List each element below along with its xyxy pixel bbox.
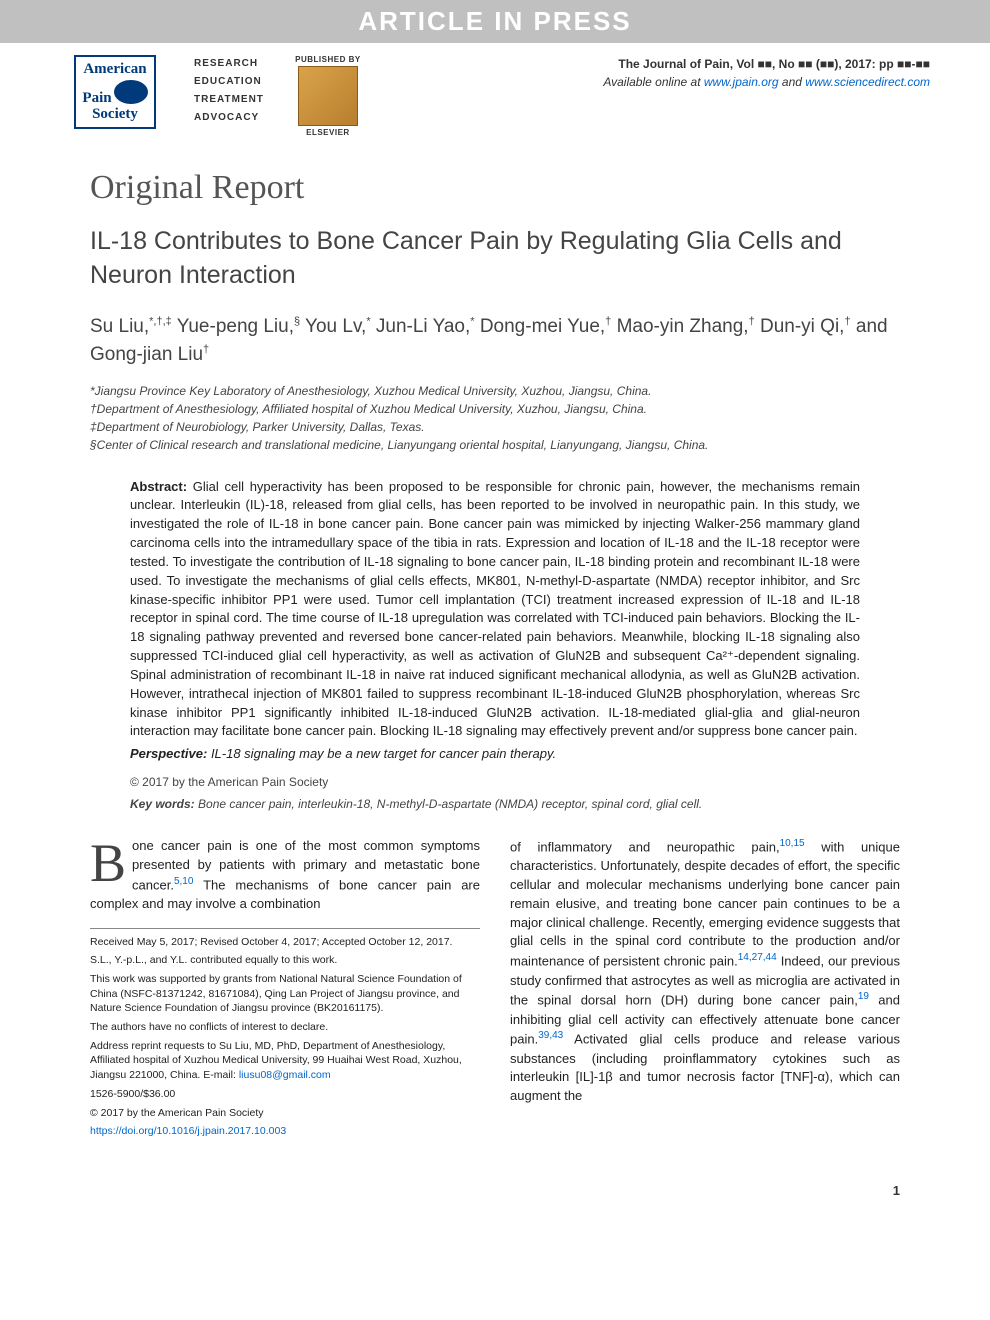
footnote-contributed: S.L., Y.-p.L., and Y.L. contributed equa… [90,953,480,968]
body-text: of inflammatory and neuropathic pain, [510,839,780,854]
body-paragraph: of inflammatory and neuropathic pain,10,… [510,837,900,1106]
citation-ref[interactable]: 10,15 [780,838,805,849]
header-keyword: ADVOCACY [194,109,264,127]
affiliation: §Center of Clinical research and transla… [90,436,900,454]
journal-citation: The Journal of Pain, Vol ■■, No ■■ (■■),… [392,55,930,91]
header-keyword: EDUCATION [194,73,264,91]
author-list: Su Liu,*,†,‡ Yue-peng Liu,§ You Lv,* Jun… [90,313,900,370]
body-text: Activated glial cells produce and releas… [510,1032,900,1104]
body-paragraph: Bone cancer pain is one of the most comm… [90,837,480,914]
header-keyword: RESEARCH [194,55,264,73]
dropcap-letter: B [90,837,132,887]
footnote-reprint: Address reprint requests to Su Liu, MD, … [90,1039,480,1083]
citation-ref[interactable]: 14,27,44 [738,952,777,963]
perspective-line: Perspective: IL-18 signaling may be a ne… [130,745,860,764]
footnote-received: Received May 5, 2017; Revised October 4,… [90,935,480,950]
affiliation: †Department of Anesthesiology, Affiliate… [90,400,900,418]
footnote-copyright: © 2017 by the American Pain Society [90,1106,480,1121]
aps-keywords: RESEARCH EDUCATION TREATMENT ADVOCACY [194,55,264,127]
elsevier-tree-icon [298,66,358,126]
keywords-text: Bone cancer pain, interleukin-18, N-meth… [195,797,703,811]
keywords-label: Key words: [130,797,195,811]
footnotes-block: Received May 5, 2017; Revised October 4,… [90,928,480,1139]
article-section-type: Original Report [90,169,900,207]
header-keyword: TREATMENT [194,91,264,109]
journal-availability-line: Available online at www.jpain.org and ww… [392,73,930,91]
perspective-text: IL-18 signaling may be a new target for … [207,746,556,761]
avail-prefix: Available online at [603,75,704,89]
footnote-conflicts: The authors have no conflicts of interes… [90,1020,480,1035]
abstract-copyright: © 2017 by the American Pain Society [130,774,860,791]
aps-line: American [83,61,146,77]
reprint-email-link[interactable]: liusu08@gmail.com [239,1069,331,1081]
citation-ref[interactable]: 39,43 [538,1030,563,1041]
keywords-line: Key words: Bone cancer pain, interleukin… [130,796,860,813]
article-title: IL-18 Contributes to Bone Cancer Pain by… [90,225,900,293]
sciencedirect-link[interactable]: www.sciencedirect.com [805,75,930,89]
aps-circle-icon [114,80,148,104]
body-two-column: Bone cancer pain is one of the most comm… [90,837,900,1143]
publisher-name: ELSEVIER [288,128,368,137]
published-by-label: PUBLISHED BY [288,55,368,64]
aps-line: Society [92,106,138,122]
journal-vol-line: The Journal of Pain, Vol ■■, No ■■ (■■),… [392,55,930,73]
publisher-block: PUBLISHED BY ELSEVIER [288,55,368,137]
abstract-text: Glial cell hyperactivity has been propos… [130,479,860,739]
page-number: 1 [0,1183,990,1218]
citation-ref[interactable]: 5,10 [174,876,193,887]
aps-line: Pain [82,90,111,106]
abstract-label: Abstract: [130,479,187,494]
affiliation: ‡Department of Neurobiology, Parker Univ… [90,418,900,436]
article-content: Original Report IL-18 Contributes to Bon… [0,169,990,1183]
avail-and: and [779,75,806,89]
aps-society-logo: American Pain Society [60,55,170,129]
jpain-link[interactable]: www.jpain.org [704,75,779,89]
perspective-label: Perspective: [130,746,207,761]
body-text: with unique characteristics. Unfortunate… [510,839,900,968]
right-column: of inflammatory and neuropathic pain,10,… [510,837,900,1143]
journal-header: American Pain Society RESEARCH EDUCATION… [0,43,990,155]
footnote-funding: This work was supported by grants from N… [90,972,480,1016]
abstract-block: Abstract: Glial cell hyperactivity has b… [90,478,900,813]
left-column: Bone cancer pain is one of the most comm… [90,837,480,1143]
abstract-paragraph: Abstract: Glial cell hyperactivity has b… [130,478,860,742]
affiliation-list: *Jiangsu Province Key Laboratory of Anes… [90,382,900,454]
affiliation: *Jiangsu Province Key Laboratory of Anes… [90,382,900,400]
footnote-issn: 1526-5900/$36.00 [90,1087,480,1102]
doi-link[interactable]: https://doi.org/10.1016/j.jpain.2017.10.… [90,1125,286,1137]
article-in-press-banner: ARTICLE IN PRESS [0,0,990,43]
citation-ref[interactable]: 19 [858,991,869,1002]
